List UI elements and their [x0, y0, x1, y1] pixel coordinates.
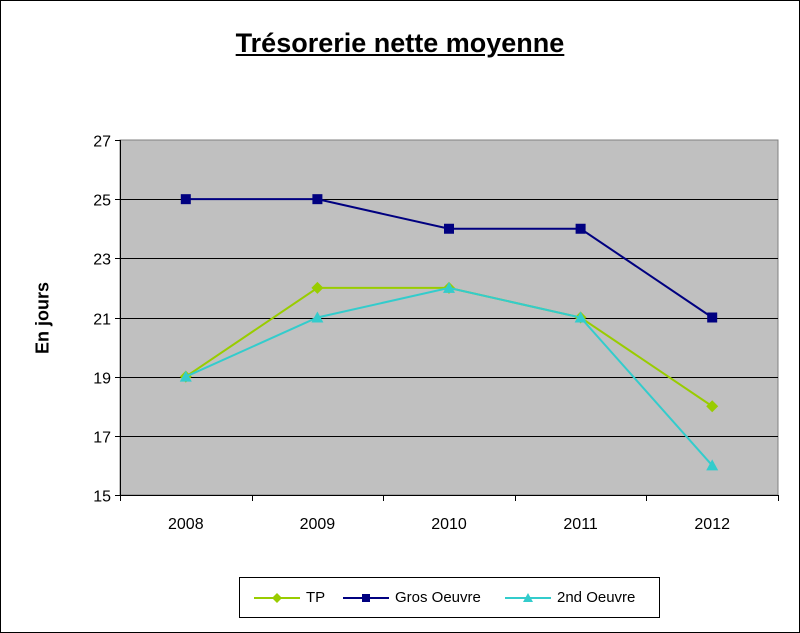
legend-item-tp: TP	[252, 578, 325, 617]
legend-item-gros-oeuvre: Gros Oeuvre	[341, 578, 481, 617]
data-point-tp	[311, 281, 324, 294]
data-point-2nd-oeuvre	[311, 311, 324, 323]
plot-area	[119, 139, 779, 496]
data-point-gros-oeuvre	[444, 223, 454, 234]
legend-label: Gros Oeuvre	[395, 589, 481, 606]
y-tick-label: 15	[93, 489, 111, 506]
legend-marker	[523, 592, 533, 602]
data-point-2nd-oeuvre	[574, 311, 587, 323]
legend-marker	[362, 593, 370, 602]
y-tick-label: 23	[93, 252, 111, 269]
x-tick-label: 2011	[563, 516, 598, 533]
data-point-gros-oeuvre	[707, 312, 718, 323]
y-tick-label: 27	[93, 134, 111, 151]
data-point-gros-oeuvre	[180, 194, 191, 205]
legend-marker	[272, 592, 282, 603]
legend-label: TP	[306, 589, 326, 606]
legend: TP Gros Oeuvre 2nd Oeuvre	[239, 577, 660, 618]
data-point-2nd-oeuvre	[706, 459, 719, 471]
y-tick-label: 17	[93, 430, 111, 447]
x-tick-label: 2012	[694, 516, 730, 533]
legend-swatch-2nd-oeuvre	[505, 592, 551, 602]
legend-swatch-gros-oeuvre	[343, 593, 389, 602]
y-tick-label: 19	[93, 371, 111, 388]
x-tick-label: 2009	[300, 516, 336, 533]
y-tick-label: 25	[93, 193, 111, 210]
data-point-gros-oeuvre	[312, 194, 323, 205]
data-point-2nd-oeuvre	[443, 281, 455, 293]
data-point-2nd-oeuvre	[179, 370, 192, 382]
x-tick-label: 2010	[431, 516, 467, 533]
data-point-gros-oeuvre	[575, 223, 586, 234]
chart-title: Trésorerie nette moyenne	[235, 28, 565, 58]
legend-label: 2nd Oeuvre	[557, 589, 636, 606]
y-tick-label: 21	[93, 312, 111, 329]
y-axis-label: En jours	[32, 281, 53, 355]
x-tick-label: 2008	[168, 516, 204, 533]
data-point-tp	[706, 400, 719, 413]
legend-swatch-tp	[254, 592, 300, 603]
legend-item-2nd-oeuvre: 2nd Oeuvre	[503, 578, 635, 617]
